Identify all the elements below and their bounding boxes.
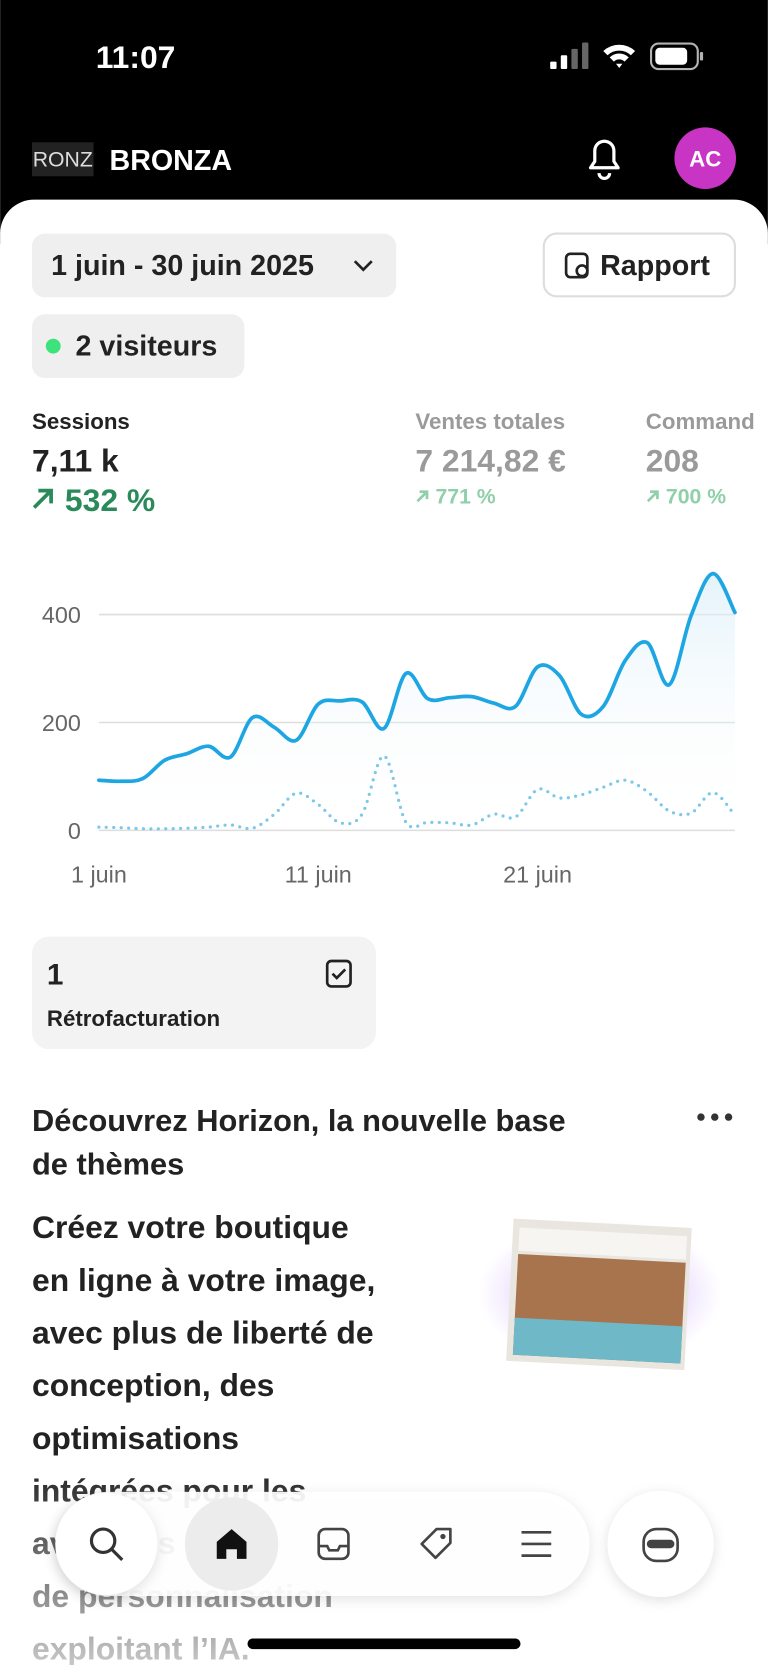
report-label: Rapport: [600, 250, 710, 282]
date-range: 1 juin - 30 juin 2025: [51, 250, 314, 282]
metric-sales[interactable]: Ventes totales 7 214,82 € 771 %: [415, 409, 566, 508]
promo-title: de thèmes: [32, 1146, 184, 1181]
chargeback-label: Rétrofacturation: [47, 1006, 220, 1031]
promo-title: Découvrez Horizon, la nouvelle base: [32, 1103, 566, 1138]
metric-value: 208: [646, 442, 699, 478]
y-tick-label: 400: [42, 602, 81, 628]
metric-change: 771 %: [436, 485, 496, 508]
assistant-button[interactable]: [607, 1490, 714, 1598]
home-tab[interactable]: [184, 1497, 279, 1591]
notifications-button[interactable]: [588, 139, 620, 180]
promo-image: [477, 1218, 723, 1371]
x-tick-label: 21 juin: [503, 861, 572, 887]
y-tick-label: 0: [68, 818, 81, 844]
orders-tab[interactable]: [317, 1527, 350, 1561]
y-tick-label: 200: [42, 710, 81, 736]
promo-line: en ligne à votre image,: [32, 1262, 375, 1298]
logo-box: [31, 142, 94, 177]
sessions-chart: 0 200 400 1 juin 11 juin 21 juin: [42, 571, 737, 887]
visitors-badge: 2 visiteurs: [31, 314, 245, 379]
date-range-selector[interactable]: 1 juin - 30 juin 2025: [31, 233, 397, 298]
logo: RONZ: [33, 149, 93, 172]
search-tab[interactable]: [55, 1492, 158, 1595]
metric-value: 7,11 k: [32, 442, 119, 478]
store-name: BRONZA: [110, 145, 233, 177]
more-button[interactable]: [697, 1113, 733, 1121]
metric-label: Command: [646, 409, 755, 434]
x-tick-label: 11 juin: [285, 861, 352, 887]
line: [97, 754, 737, 831]
menu-tab[interactable]: [521, 1530, 552, 1557]
products-tab[interactable]: [420, 1527, 452, 1560]
promo-line: optimisations: [32, 1420, 239, 1456]
promo-line: avec plus de liberté de: [32, 1314, 374, 1350]
clock: 11:07: [96, 39, 176, 75]
report-button[interactable]: Rapport: [542, 232, 737, 298]
metric-orders[interactable]: Command 208 700 %: [646, 409, 755, 508]
avatar-initials: AC: [689, 147, 721, 172]
area: [98, 573, 735, 831]
promo-line: Créez votre boutique: [32, 1209, 349, 1245]
metric-value: 7 214,82 €: [415, 442, 566, 478]
metric-change: 700 %: [666, 485, 726, 508]
visitors: 2 visiteurs: [76, 331, 218, 363]
status-icons: [550, 42, 704, 71]
line: [97, 571, 737, 784]
metric-change: 532 %: [65, 482, 155, 518]
tab-bar: [55, 1490, 714, 1650]
home-indicator: [247, 1638, 521, 1650]
chargeback-card[interactable]: 1 Rétrofacturation: [31, 936, 377, 1050]
chargeback-count: 1: [47, 958, 64, 991]
promo-line: conception, des: [32, 1367, 274, 1403]
metric-label: Sessions: [32, 409, 130, 434]
metric-sessions[interactable]: Sessions 7,11 k 532 %: [32, 409, 155, 518]
avatar[interactable]: [674, 127, 737, 190]
metric-label: Ventes totales: [415, 409, 565, 434]
chevron: [353, 260, 373, 272]
x-tick-label: 1 juin: [71, 861, 127, 887]
